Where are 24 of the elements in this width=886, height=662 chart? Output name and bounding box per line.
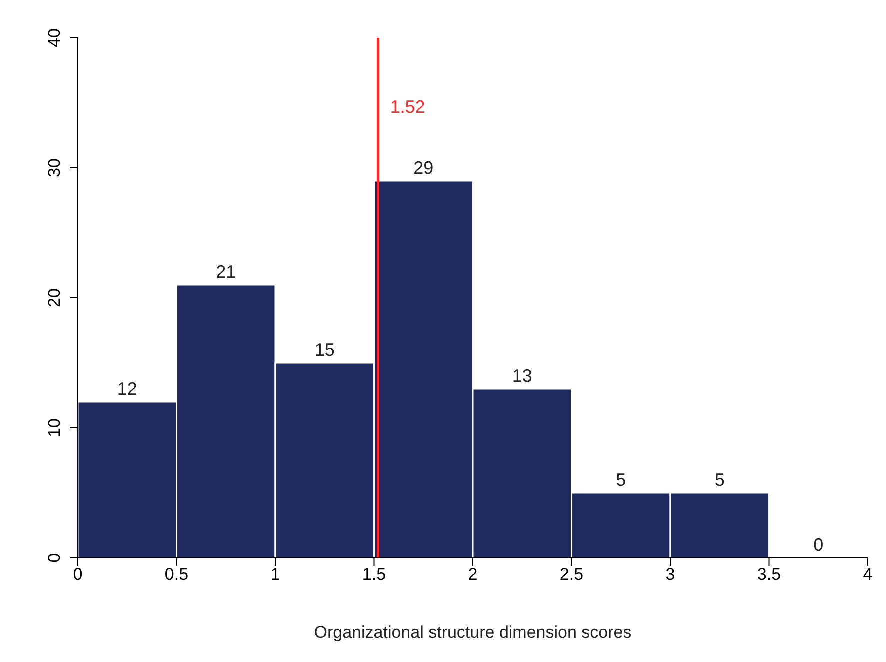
x-tick-label: 1 <box>270 565 280 584</box>
data-label: 5 <box>714 470 725 490</box>
x-tick-label: 3 <box>666 565 676 584</box>
data-label: 5 <box>616 470 626 490</box>
x-tick-label: 1.5 <box>362 565 386 584</box>
data-label: 0 <box>814 535 824 555</box>
y-tick-label: 20 <box>45 288 64 308</box>
data-label: 15 <box>314 340 335 360</box>
x-tick-label: 2.5 <box>560 565 584 584</box>
data-label: 29 <box>414 158 434 178</box>
x-tick-label: 0.5 <box>164 565 189 584</box>
y-tick-label: 30 <box>45 158 64 178</box>
y-tick-label: 40 <box>45 28 64 48</box>
x-tick-label: 2 <box>468 565 478 584</box>
x-axis-title: Organizational structure dimension scores <box>314 623 632 642</box>
x-tick-label: 0 <box>73 565 83 584</box>
data-label: 13 <box>512 366 532 386</box>
y-tick-label: 0 <box>45 553 64 563</box>
data-label: 12 <box>117 379 138 399</box>
data-label: 21 <box>216 262 236 282</box>
ref-line-label: 1.52 <box>390 96 426 117</box>
y-tick-label: 10 <box>45 418 64 438</box>
x-tick-label: 3.5 <box>757 565 782 584</box>
x-tick-label: 4 <box>863 565 873 584</box>
